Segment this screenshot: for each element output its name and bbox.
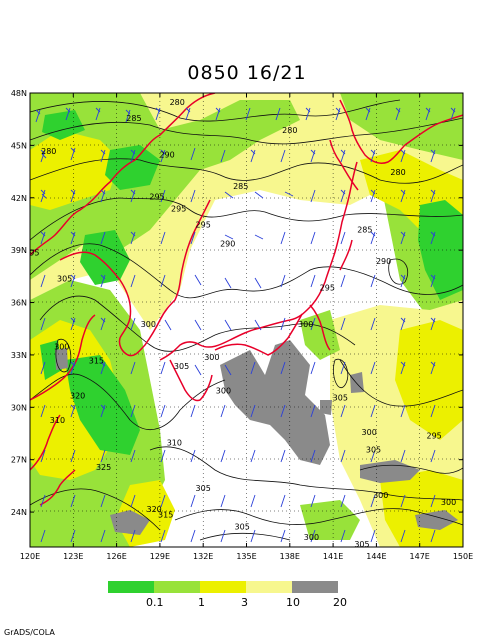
lon-label: 147E xyxy=(410,552,430,561)
contour-label: 295 xyxy=(196,220,211,229)
lat-labels: 48N 45N 42N 39N 36N 33N 30N 27N 24N xyxy=(11,89,27,517)
lon-label: 126E xyxy=(106,552,126,561)
legend-label-3: 3 xyxy=(241,596,248,609)
lat-label: 24N xyxy=(11,508,27,517)
contour-label: 320 xyxy=(70,392,85,401)
map-title: 0850 16/21 xyxy=(187,62,307,84)
contour-label: 305 xyxy=(235,523,250,532)
lon-label: 120E xyxy=(20,552,40,561)
contour-label-bg xyxy=(218,564,234,573)
lat-label: 45N xyxy=(11,141,27,150)
contour-label: 300 xyxy=(304,533,319,542)
contour-label: 325 xyxy=(96,463,111,472)
contour-label: 305 xyxy=(57,275,72,284)
contour-label: 315 xyxy=(89,357,104,366)
contour-label: 280 xyxy=(390,168,405,177)
contour-label-bg xyxy=(42,554,58,563)
contour-label: 290 xyxy=(376,257,391,266)
lat-label: 27N xyxy=(11,456,27,465)
contour-label: 300 xyxy=(298,320,313,329)
contour-label: 315 xyxy=(317,566,332,575)
contour-label: 305 xyxy=(333,393,348,402)
precip-fill-layer xyxy=(30,93,463,547)
contour-label: 310 xyxy=(50,416,65,425)
legend-swatch xyxy=(200,581,246,593)
credit-text: GrADS/COLA xyxy=(4,628,55,637)
lon-label: 138E xyxy=(280,552,300,561)
contour-label: 300 xyxy=(204,353,219,362)
contour-label: 300 xyxy=(216,386,231,395)
lon-label: 135E xyxy=(236,552,256,561)
legend-swatch xyxy=(108,581,154,593)
legend-label-5: 20 xyxy=(333,596,347,609)
lat-label: 33N xyxy=(11,351,27,360)
contour-label: 305 xyxy=(354,540,369,549)
contour-label-bg xyxy=(394,573,410,582)
lat-label: 36N xyxy=(11,299,27,308)
lon-label: 132E xyxy=(193,552,213,561)
contour-label: 300 xyxy=(54,343,69,352)
contour-label: 285 xyxy=(357,226,372,235)
lat-label: 30N xyxy=(11,403,27,412)
contour-label: 310 xyxy=(167,439,182,448)
contour-label: 280 xyxy=(41,147,56,156)
contour-label: 285 xyxy=(233,182,248,191)
axis-ticks xyxy=(29,92,464,547)
contour-label: 305 xyxy=(174,362,189,371)
contour-label: 300 xyxy=(141,320,156,329)
contour-label: 295 xyxy=(320,283,335,292)
contour-label: 300 xyxy=(441,498,456,507)
lat-label: 48N xyxy=(11,89,27,98)
legend-color-bar xyxy=(108,581,338,593)
contour-label: 280 xyxy=(282,126,297,135)
lon-label: 150E xyxy=(453,552,473,561)
contour-label: 305 xyxy=(262,594,277,603)
contour-label: 310 xyxy=(219,564,234,573)
contour-label: 295 xyxy=(149,193,164,202)
contour-label: 290 xyxy=(159,151,174,160)
contour-label: 320 xyxy=(146,505,161,514)
legend-swatch xyxy=(154,581,200,593)
legend-label-4: 10 xyxy=(286,596,300,609)
legend-label-1: 0.1 xyxy=(146,596,164,609)
legend-swatch xyxy=(246,581,292,593)
contour-label: 305 xyxy=(395,573,410,582)
lon-label: 144E xyxy=(366,552,386,561)
lon-label: 129E xyxy=(150,552,170,561)
map-plot-area: 280 285 280 290 280 280 285 295 295 295 290 285 290 2… xyxy=(29,93,463,603)
contour-label: 95 xyxy=(29,248,39,257)
contour-label: 305 xyxy=(366,446,381,455)
legend-swatch xyxy=(292,581,338,593)
lon-label: 123E xyxy=(63,552,83,561)
contour-label-bg xyxy=(316,566,332,575)
coastlines xyxy=(30,93,463,506)
contour-label: 315 xyxy=(158,510,173,519)
contour-label: 330 xyxy=(43,554,58,563)
lat-label: 39N xyxy=(11,246,27,255)
contour-label: 300 xyxy=(373,491,388,500)
contour-label: 290 xyxy=(220,240,235,249)
lat-label: 42N xyxy=(11,194,27,203)
isotherm-contours xyxy=(30,99,463,541)
contour-label: 295 xyxy=(426,432,441,441)
wind-barbs xyxy=(35,107,456,543)
contour-label: 305 xyxy=(196,484,211,493)
contour-label-bg xyxy=(262,594,278,603)
lon-label: 141E xyxy=(323,552,343,561)
legend-label-2: 1 xyxy=(198,596,205,609)
contour-label: 300 xyxy=(362,428,377,437)
contour-label: 280 xyxy=(170,98,185,107)
contour-label: 295 xyxy=(171,205,186,214)
contour-labels: 280 285 280 290 280 280 285 295 295 295 290 285 290 2… xyxy=(29,98,456,603)
contour-label: 285 xyxy=(126,114,141,123)
lon-labels: 120E 123E 126E 129E 132E 135E 138E 141E 144E 147E… xyxy=(20,552,473,561)
